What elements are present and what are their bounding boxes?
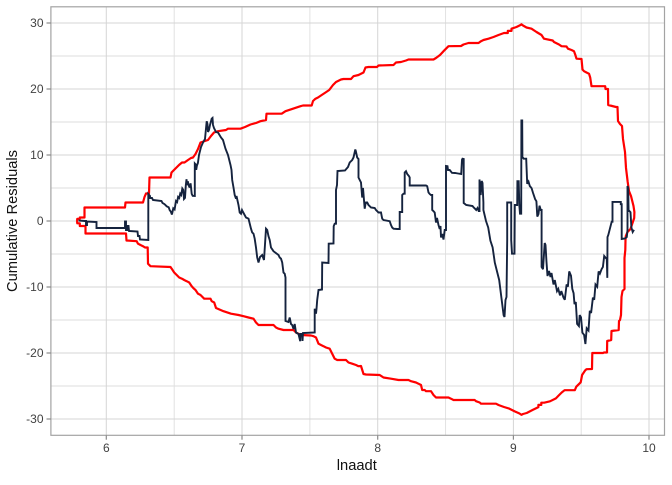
svg-text:10: 10	[642, 441, 656, 455]
svg-text:9: 9	[510, 441, 517, 455]
svg-text:Cumulative Residuals: Cumulative Residuals	[5, 150, 21, 292]
svg-text:30: 30	[30, 16, 44, 30]
svg-text:6: 6	[103, 441, 110, 455]
svg-text:20: 20	[30, 82, 44, 96]
svg-text:0: 0	[37, 214, 44, 228]
svg-text:10: 10	[30, 148, 44, 162]
svg-text:7: 7	[239, 441, 246, 455]
svg-text:8: 8	[374, 441, 381, 455]
svg-text:-20: -20	[26, 346, 44, 360]
svg-text:-30: -30	[26, 412, 44, 426]
svg-text:lnaadt: lnaadt	[337, 458, 377, 474]
svg-text:-10: -10	[26, 280, 44, 294]
